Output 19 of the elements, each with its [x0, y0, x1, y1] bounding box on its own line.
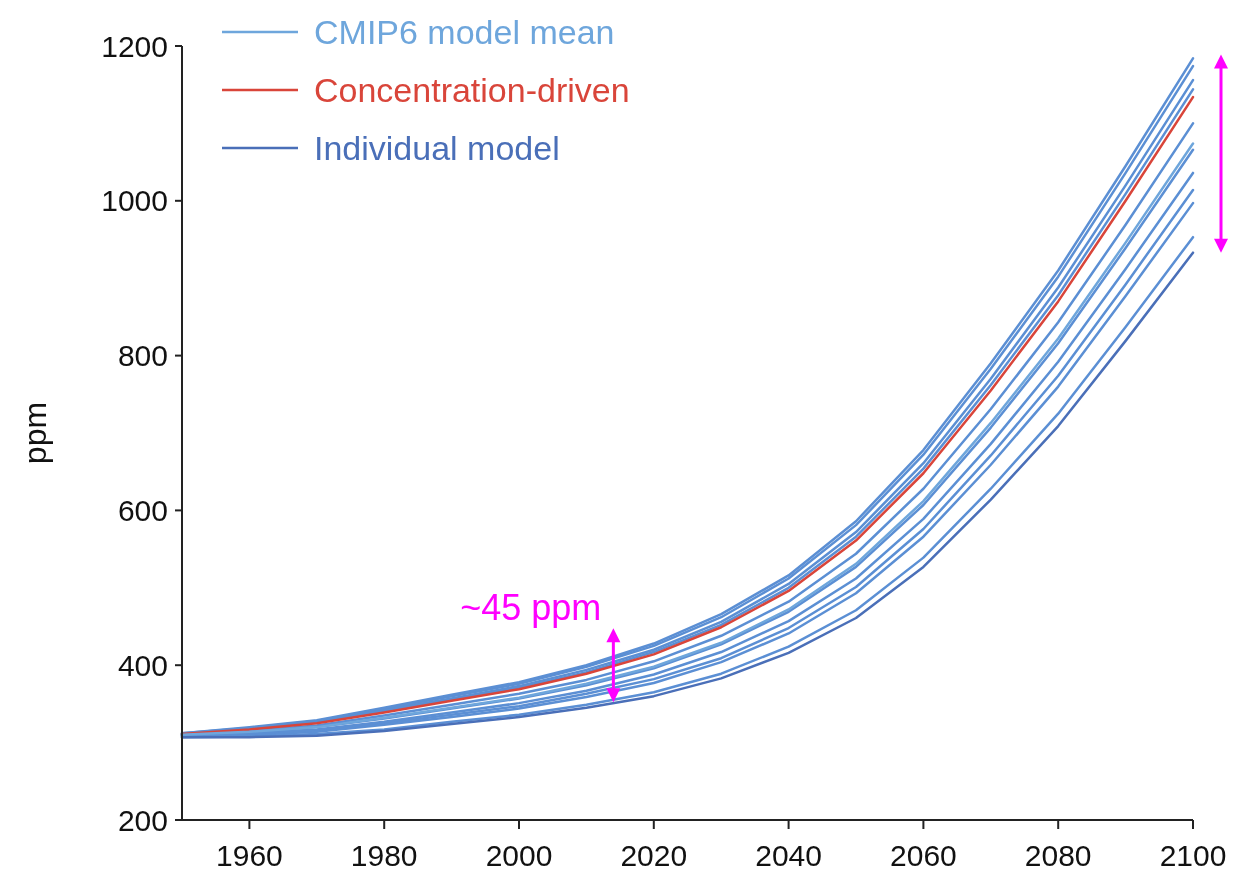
y-tick-label: 400	[117, 648, 168, 682]
x-tick-label: 1980	[350, 839, 418, 872]
x-tick-label: 1960	[216, 839, 283, 872]
x-tick-label: 2020	[620, 839, 688, 872]
y-tick-label: 200	[117, 803, 168, 837]
legend-label: Individual model	[314, 128, 560, 167]
x-tick-label: 2100	[1159, 839, 1227, 872]
x-tick-label: 2040	[755, 839, 822, 872]
x-tick-label: 2000	[485, 839, 553, 872]
y-tick-label: 1200	[101, 29, 168, 63]
x-tick-label: 2080	[1024, 839, 1092, 872]
legend-label: Concentration-driven	[314, 70, 630, 109]
y-tick-label: 1000	[101, 184, 168, 218]
y-axis-title: ppm	[17, 401, 53, 465]
x-tick-label: 2060	[890, 839, 957, 872]
legend-label: CMIP6 model mean	[314, 12, 615, 51]
y-tick-label: 800	[117, 339, 168, 373]
annotation: ~45 ppm	[460, 587, 602, 629]
y-tick-label: 600	[117, 493, 168, 527]
